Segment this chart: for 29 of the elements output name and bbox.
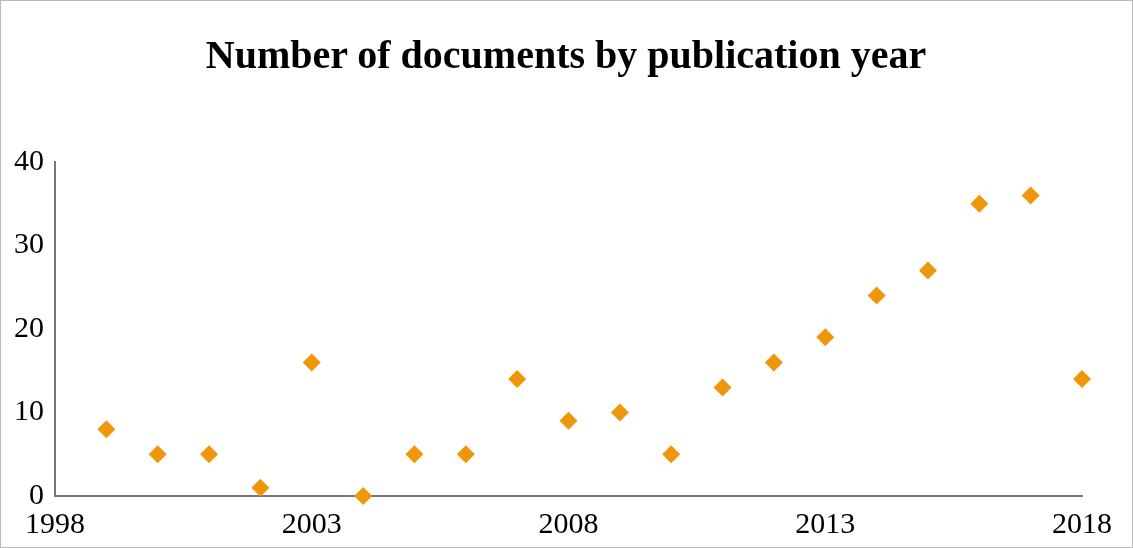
point [200,445,219,464]
point [354,487,373,505]
point [97,420,116,439]
y-tick-label: 10 [14,393,44,427]
point [970,194,989,213]
point [867,286,886,305]
point [251,478,270,497]
point [662,445,681,464]
chart-title: Number of documents by publication year [204,31,928,79]
y-tick-label: 20 [14,309,44,343]
point [302,353,321,372]
point [713,378,732,397]
point [1073,370,1091,389]
x-tick-label: 2008 [538,505,599,539]
point [405,445,424,464]
point [918,261,937,280]
x-tick-label: 2018 [1052,505,1112,539]
point [456,445,475,464]
y-tick-label: 30 [14,226,44,260]
point [610,403,629,422]
point [508,370,527,389]
point [816,328,835,347]
point [1021,186,1040,205]
point [764,353,783,372]
point [148,445,167,464]
x-tick-label: 2003 [281,505,342,539]
y-tick-label: 40 [14,142,44,176]
x-tick-label: 2013 [795,505,856,539]
point [559,411,578,430]
